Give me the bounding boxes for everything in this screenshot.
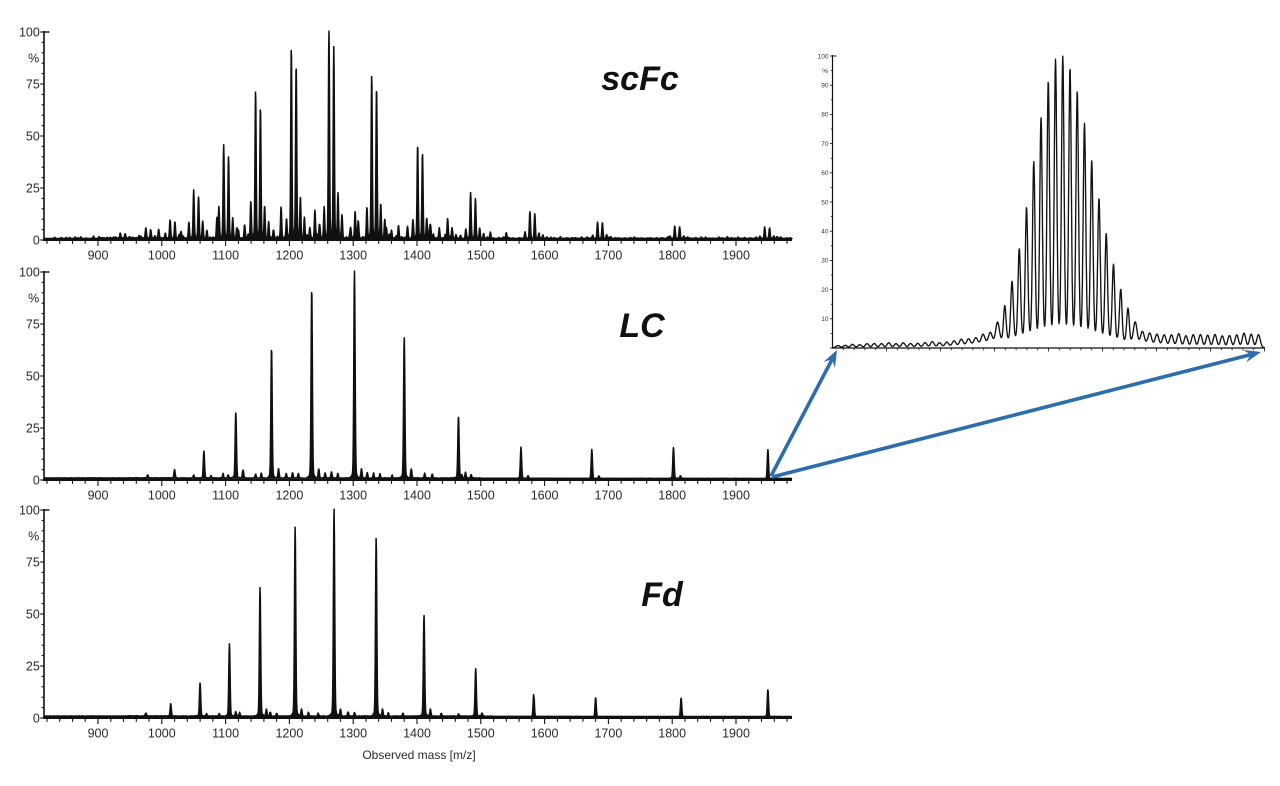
- svg-text:50: 50: [26, 369, 40, 383]
- svg-text:25: 25: [26, 659, 40, 673]
- svg-text:1800: 1800: [658, 727, 686, 741]
- svg-text:1300: 1300: [339, 489, 367, 503]
- svg-text:80: 80: [821, 112, 829, 119]
- svg-text:%: %: [28, 52, 39, 66]
- svg-text:1600: 1600: [531, 727, 559, 741]
- svg-text:1600: 1600: [531, 249, 559, 263]
- svg-text:50: 50: [821, 199, 829, 206]
- svg-text:40: 40: [821, 229, 829, 236]
- svg-text:1700: 1700: [594, 489, 622, 503]
- svg-text:1100: 1100: [212, 727, 239, 741]
- svg-text:60: 60: [821, 170, 829, 177]
- svg-text:1400: 1400: [403, 249, 431, 263]
- svg-text:1000: 1000: [148, 727, 176, 741]
- svg-text:75: 75: [26, 317, 40, 331]
- svg-text:70: 70: [821, 141, 829, 148]
- svg-text:1100: 1100: [212, 249, 239, 263]
- svg-text:25: 25: [26, 421, 40, 435]
- svg-text:1900: 1900: [722, 727, 750, 741]
- svg-text:scFc: scFc: [601, 60, 679, 98]
- svg-text:1200: 1200: [275, 249, 303, 263]
- svg-text:Fd: Fd: [641, 576, 684, 614]
- svg-text:1400: 1400: [403, 489, 431, 503]
- svg-text:1000: 1000: [148, 489, 176, 503]
- svg-text:0: 0: [33, 233, 40, 247]
- svg-text:1500: 1500: [467, 249, 495, 263]
- svg-text:1300: 1300: [339, 249, 367, 263]
- svg-text:1400: 1400: [403, 727, 431, 741]
- svg-text:1700: 1700: [594, 727, 622, 741]
- svg-text:25: 25: [26, 181, 40, 195]
- svg-text:10: 10: [821, 316, 829, 323]
- svg-text:0: 0: [33, 473, 40, 487]
- svg-text:900: 900: [88, 489, 109, 503]
- svg-text:1000: 1000: [148, 249, 176, 263]
- svg-text:1300: 1300: [339, 727, 367, 741]
- svg-text:900: 900: [88, 249, 109, 263]
- svg-text:75: 75: [26, 77, 40, 91]
- svg-text:30: 30: [821, 258, 829, 265]
- svg-text:75: 75: [26, 555, 40, 569]
- svg-text:LC: LC: [619, 307, 665, 345]
- svg-text:100: 100: [19, 25, 40, 39]
- svg-text:1900: 1900: [722, 249, 750, 263]
- svg-text:1200: 1200: [275, 489, 303, 503]
- svg-text:%: %: [28, 292, 39, 306]
- svg-text:1700: 1700: [594, 249, 622, 263]
- svg-text:%: %: [28, 530, 39, 544]
- svg-text:1600: 1600: [531, 489, 559, 503]
- svg-text:0: 0: [33, 711, 40, 725]
- svg-text:1800: 1800: [658, 249, 686, 263]
- svg-text:50: 50: [26, 607, 40, 621]
- svg-text:1100: 1100: [212, 489, 239, 503]
- svg-text:90: 90: [821, 83, 829, 90]
- svg-text:1200: 1200: [275, 727, 303, 741]
- svg-text:50: 50: [26, 129, 40, 143]
- svg-text:1500: 1500: [467, 489, 495, 503]
- svg-text:%: %: [822, 68, 828, 75]
- svg-text:20: 20: [821, 287, 829, 294]
- svg-text:100: 100: [19, 265, 40, 279]
- svg-text:1800: 1800: [658, 489, 686, 503]
- svg-text:900: 900: [88, 727, 109, 741]
- svg-text:Observed mass [m/z]: Observed mass [m/z]: [362, 748, 475, 762]
- svg-text:100: 100: [818, 53, 829, 60]
- svg-text:1900: 1900: [722, 489, 750, 503]
- svg-text:1500: 1500: [467, 727, 495, 741]
- svg-text:100: 100: [19, 503, 40, 517]
